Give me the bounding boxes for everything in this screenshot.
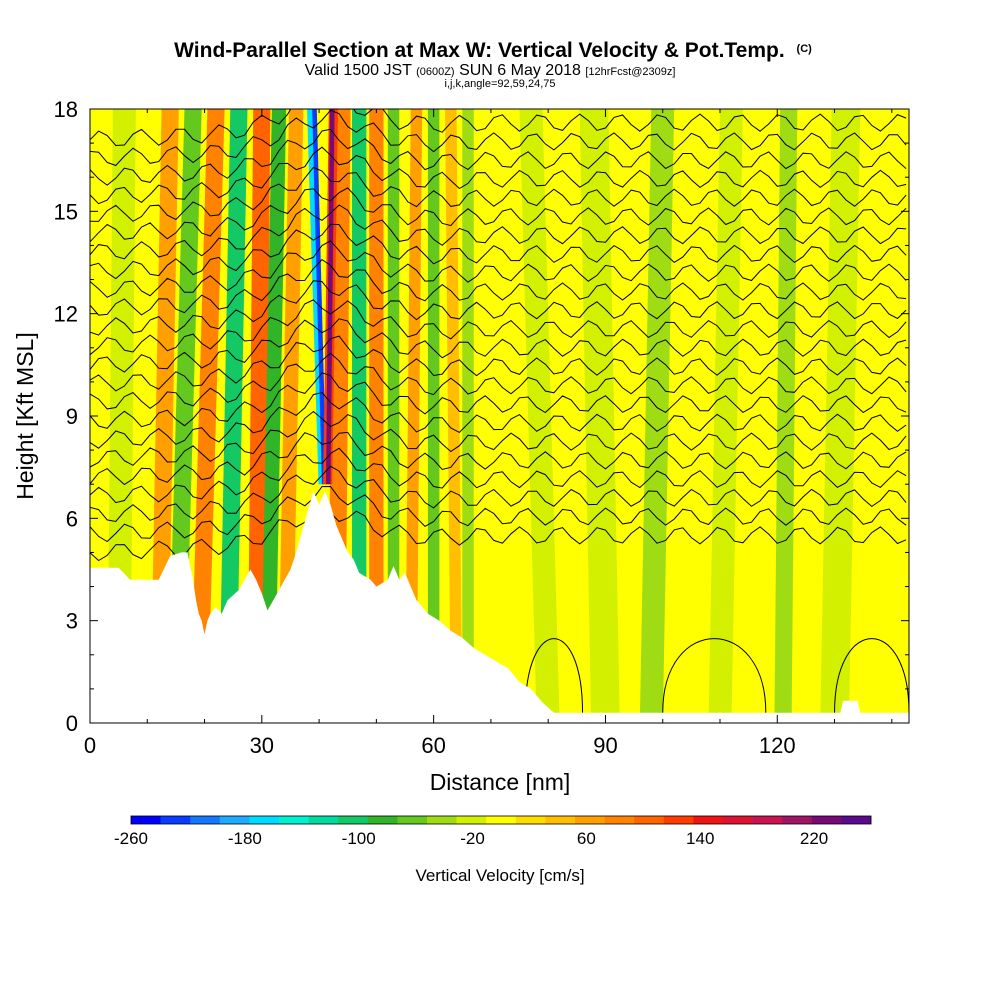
terrain bbox=[90, 491, 909, 723]
colorbar-tick-label: 220 bbox=[800, 829, 828, 848]
colorbar-swatch bbox=[515, 816, 546, 824]
plot-area bbox=[90, 109, 909, 723]
theta-contour bbox=[90, 335, 907, 392]
colorbar-swatch bbox=[397, 816, 428, 824]
chart-title: Wind-Parallel Section at Max W: Vertical… bbox=[174, 39, 812, 62]
y-tick-label: 0 bbox=[66, 711, 78, 736]
chart-subtitle: Valid 1500 JST (0600Z) SUN 6 May 2018 [1… bbox=[305, 62, 676, 79]
colorbar-swatch bbox=[160, 816, 191, 824]
colorbar-swatch bbox=[279, 816, 309, 824]
colorbar-frame bbox=[130, 815, 872, 825]
colorbar-swatch bbox=[249, 816, 280, 824]
colorbar-swatch bbox=[782, 816, 813, 824]
theta-contour bbox=[90, 109, 907, 147]
y-tick-label: 3 bbox=[66, 609, 78, 634]
colorbar-tick-label: -260 bbox=[114, 829, 148, 848]
velocity-band bbox=[639, 109, 675, 723]
colorbar-tick-label: -100 bbox=[342, 829, 376, 848]
x-tick-label: 90 bbox=[593, 733, 617, 758]
colorbar-swatch bbox=[723, 816, 753, 824]
colorbar: -260 -180 -100 -20 60 140 220 bbox=[114, 815, 872, 848]
colorbar-swatch bbox=[752, 816, 783, 824]
velocity-band bbox=[260, 109, 287, 723]
velocity-band bbox=[405, 109, 423, 723]
colorbar-swatch bbox=[131, 816, 161, 824]
y-tick-label: 18 bbox=[54, 97, 78, 122]
x-tick-label: 60 bbox=[421, 733, 445, 758]
colorbar-swatch bbox=[575, 816, 605, 824]
colorbar-swatch bbox=[427, 816, 457, 824]
theta-contour bbox=[90, 431, 907, 486]
theta-contour bbox=[90, 240, 907, 298]
colorbar-tick-label: -180 bbox=[228, 829, 262, 848]
colorbar-title: Vertical Velocity [cm/s] bbox=[415, 866, 584, 885]
y-tick-label: 15 bbox=[54, 199, 78, 224]
theta-contour bbox=[662, 638, 767, 713]
theta-contour bbox=[90, 372, 907, 429]
theta-contour bbox=[90, 318, 907, 373]
section-params: i,j,k,angle=92,59,24,75 bbox=[444, 78, 555, 90]
theta-contour bbox=[90, 280, 907, 336]
y-tick-label: 6 bbox=[66, 506, 78, 531]
theta-contour bbox=[90, 465, 907, 523]
colorbar-tick-label: 60 bbox=[577, 829, 596, 848]
velocity-band bbox=[445, 109, 463, 723]
theta-contour bbox=[90, 352, 907, 410]
velocity-core bbox=[312, 109, 327, 485]
colorbar-swatch bbox=[308, 816, 339, 824]
x-axis-label: Distance [nm] bbox=[430, 769, 571, 795]
colorbar-swatch bbox=[604, 816, 635, 824]
colorbar-tick-label: -20 bbox=[460, 829, 485, 848]
colorbar-swatch bbox=[693, 816, 724, 824]
theta-contour bbox=[90, 109, 907, 167]
potential-temperature-contours bbox=[90, 109, 909, 713]
colorbar-swatch bbox=[190, 816, 221, 824]
theta-contour bbox=[90, 128, 907, 186]
theta-contour bbox=[90, 146, 907, 205]
velocity-band bbox=[369, 109, 384, 723]
theta-contour bbox=[90, 447, 907, 504]
velocity-band bbox=[218, 109, 248, 723]
theta-contour bbox=[90, 258, 907, 316]
x-tick-label: 0 bbox=[84, 733, 96, 758]
theta-contour bbox=[90, 391, 907, 449]
x-axis: 0 30 60 90 120 bbox=[84, 109, 893, 758]
velocity-band bbox=[462, 109, 474, 723]
colorbar-swatch bbox=[338, 816, 369, 824]
colorbar-swatch bbox=[545, 816, 576, 824]
theta-contour bbox=[90, 410, 907, 468]
y-tick-label: 9 bbox=[66, 404, 78, 429]
theta-contour bbox=[90, 223, 907, 280]
theta-contour bbox=[90, 166, 907, 222]
velocity-core bbox=[325, 109, 335, 485]
velocity-band bbox=[774, 109, 798, 723]
colorbar-swatch bbox=[634, 816, 665, 824]
theta-contour bbox=[90, 204, 907, 260]
theta-contour bbox=[90, 299, 907, 356]
y-axis-label: Height [Kft MSL] bbox=[12, 332, 38, 499]
velocity-band bbox=[387, 109, 400, 723]
velocity-band bbox=[519, 109, 560, 723]
y-axis: 0 3 6 9 12 15 18 bbox=[54, 97, 909, 736]
colorbar-swatch bbox=[219, 816, 250, 824]
theta-contour bbox=[90, 485, 907, 543]
colorbar-swatch bbox=[841, 816, 872, 824]
x-tick-label: 30 bbox=[250, 733, 274, 758]
colorbar-swatch bbox=[811, 816, 842, 824]
colorbar-swatch bbox=[456, 816, 487, 824]
velocity-band bbox=[277, 109, 304, 723]
theta-contour bbox=[90, 503, 907, 562]
y-tick-label: 12 bbox=[54, 302, 78, 327]
colorbar-tick-label: 140 bbox=[686, 829, 714, 848]
velocity-band bbox=[190, 109, 225, 723]
colorbar-swatch bbox=[367, 816, 398, 824]
colorbar-swatch bbox=[663, 816, 694, 824]
x-tick-label: 120 bbox=[759, 733, 796, 758]
velocity-band bbox=[708, 109, 743, 723]
theta-contour bbox=[90, 187, 907, 243]
theta-contour bbox=[524, 638, 584, 713]
theta-contour bbox=[834, 638, 909, 713]
colorbar-swatch bbox=[486, 816, 517, 824]
